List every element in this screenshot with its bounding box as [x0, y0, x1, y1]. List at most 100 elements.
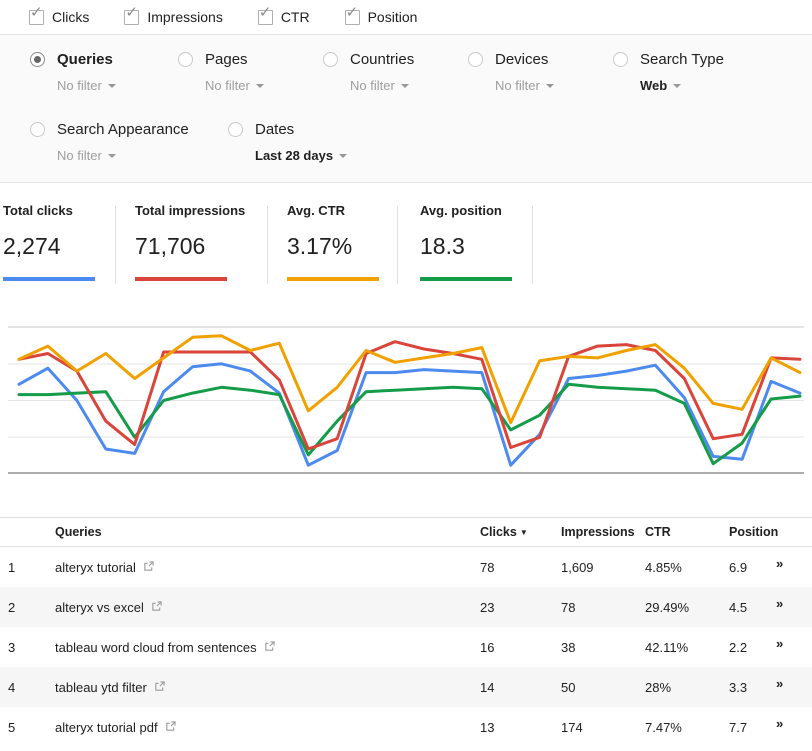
filter-group-queries: Queries No filter: [30, 51, 116, 93]
row-rank: 2: [8, 600, 16, 615]
dates-radio-row[interactable]: Dates: [228, 121, 347, 138]
header-queries[interactable]: Queries: [55, 525, 102, 539]
filter-group-pages: Pages No filter: [178, 51, 264, 93]
search-type-dropdown[interactable]: Web: [640, 78, 724, 93]
ctr-checkbox[interactable]: [257, 9, 273, 25]
search-appearance-radio-row[interactable]: Search Appearance: [30, 121, 189, 138]
checkmark-icon: [30, 5, 43, 20]
countries-filter-dropdown[interactable]: No filter: [350, 78, 414, 93]
chart-line-ctr: [17, 334, 802, 425]
card-divider: [115, 206, 116, 284]
pages-label: Pages: [205, 51, 248, 68]
row-impressions: 38: [561, 640, 576, 655]
total-impressions-card: Total impressions 71,706: [135, 203, 245, 281]
row-position: 7.7: [729, 720, 748, 735]
expand-row-chevron[interactable]: [776, 636, 783, 651]
query-link[interactable]: alteryx tutorial: [55, 560, 136, 575]
dates-radio[interactable]: [228, 122, 243, 137]
query-link[interactable]: tableau word cloud from sentences: [55, 640, 257, 655]
search-type-radio-row[interactable]: Search Type: [613, 51, 724, 68]
clicks-color-bar: [3, 277, 95, 281]
performance-line-chart: [8, 326, 804, 474]
row-clicks: 16: [480, 640, 495, 655]
external-link-icon[interactable]: [264, 640, 275, 655]
devices-radio[interactable]: [468, 52, 483, 67]
header-position[interactable]: Position: [729, 525, 779, 539]
avg-ctr-value: 3.17%: [287, 233, 353, 259]
expand-row-chevron[interactable]: [776, 596, 783, 611]
search-appearance-filter-dropdown[interactable]: No filter: [57, 148, 189, 163]
row-position: 3.3: [729, 680, 748, 695]
search-appearance-label: Search Appearance: [57, 121, 189, 138]
row-position: 4.5: [729, 600, 748, 615]
toggle-ctr[interactable]: CTR: [257, 9, 310, 25]
pages-filter-dropdown[interactable]: No filter: [205, 78, 264, 93]
external-link-icon[interactable]: [165, 720, 176, 735]
chart-line-clicks: [17, 362, 802, 467]
expand-row-chevron[interactable]: [776, 676, 783, 691]
query-link[interactable]: alteryx tutorial pdf: [55, 720, 158, 735]
position-checkbox[interactable]: [344, 9, 360, 25]
toggle-position[interactable]: Position: [344, 9, 417, 25]
table-row: 2 alteryx vs excel 23 78 29.49% 4.5: [0, 587, 812, 627]
queries-filter-dropdown[interactable]: No filter: [57, 78, 116, 93]
card-divider: [397, 206, 398, 284]
table-header-row: Queries Clicks Impressions CTR Position: [0, 518, 812, 547]
dropdown-caret-icon: [107, 84, 116, 88]
checkmark-icon: [259, 5, 272, 20]
avg-position-card: Avg. position 18.3: [420, 203, 512, 281]
dropdown-caret-icon: [545, 84, 554, 88]
table-row: 5 alteryx tutorial pdf 13 174 7.47% 7.7: [0, 707, 812, 747]
external-link-icon[interactable]: [154, 680, 165, 695]
row-ctr: 7.47%: [645, 720, 682, 735]
header-impressions[interactable]: Impressions: [561, 525, 635, 539]
row-position: 2.2: [729, 640, 748, 655]
clicks-checkbox[interactable]: [29, 9, 44, 25]
row-rank: 4: [8, 680, 16, 695]
ctr-color-bar: [287, 277, 379, 281]
header-clicks-sorted[interactable]: Clicks: [480, 525, 528, 539]
expand-row-chevron[interactable]: [776, 556, 783, 571]
metric-toggle-bar: Clicks Impressions CTR Position: [0, 0, 812, 34]
countries-radio[interactable]: [323, 52, 338, 67]
row-rank: 3: [8, 640, 16, 655]
filter-group-dates: Dates Last 28 days: [228, 121, 348, 163]
row-ctr: 28%: [645, 680, 672, 695]
dropdown-caret-icon: [107, 154, 116, 158]
expand-row-chevron[interactable]: [776, 716, 783, 731]
devices-filter-dropdown[interactable]: No filter: [495, 78, 554, 93]
pages-radio-row[interactable]: Pages: [178, 51, 264, 68]
row-clicks: 14: [480, 680, 495, 695]
toggle-clicks[interactable]: Clicks: [29, 9, 89, 25]
header-ctr[interactable]: CTR: [645, 525, 671, 539]
external-link-icon[interactable]: [151, 600, 162, 615]
queries-label: Queries: [57, 51, 113, 68]
table-row: 3 tableau word cloud from sentences 16 3…: [0, 627, 812, 667]
external-link-icon[interactable]: [143, 560, 154, 575]
toggle-ctr-label: CTR: [280, 9, 310, 25]
chart-line-impressions: [17, 340, 802, 451]
table-row: 4 tableau ytd filter 14 50 28% 3.3: [0, 667, 812, 707]
search-appearance-radio[interactable]: [30, 122, 45, 137]
toggle-impressions[interactable]: Impressions: [124, 9, 223, 25]
dates-dropdown[interactable]: Last 28 days: [255, 148, 348, 163]
row-rank: 5: [8, 720, 16, 735]
countries-label: Countries: [350, 51, 415, 68]
filter-group-devices: Devices No filter: [468, 51, 554, 93]
impressions-checkbox[interactable]: [124, 9, 140, 25]
checkmark-icon: [346, 5, 359, 20]
search-type-radio[interactable]: [613, 52, 628, 67]
avg-ctr-card: Avg. CTR 3.17%: [287, 203, 379, 281]
queries-radio-row[interactable]: Queries: [30, 51, 116, 68]
search-type-label: Search Type: [640, 51, 724, 68]
query-link[interactable]: alteryx vs excel: [55, 600, 144, 615]
pages-radio[interactable]: [178, 52, 193, 67]
queries-radio[interactable]: [30, 52, 45, 67]
countries-radio-row[interactable]: Countries: [323, 51, 414, 68]
toggle-impressions-label: Impressions: [147, 9, 223, 25]
table-row: 1 alteryx tutorial 78 1,609 4.85% 6.9: [0, 547, 812, 587]
filter-group-countries: Countries No filter: [323, 51, 414, 93]
devices-radio-row[interactable]: Devices: [468, 51, 554, 68]
filter-group-search-type: Search Type Web: [613, 51, 724, 93]
query-link[interactable]: tableau ytd filter: [55, 680, 147, 695]
